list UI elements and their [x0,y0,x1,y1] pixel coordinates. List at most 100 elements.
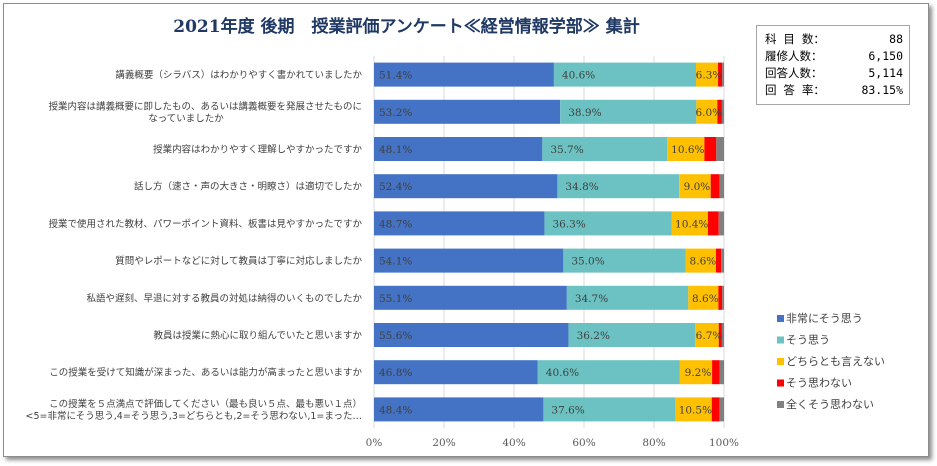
bar-segment [719,174,724,199]
data-label: 6.0% [696,107,723,119]
category-label: <5=非常にそう思う,4=そう思う,3=どちらとも,2=そう思わない,1=まった… [26,410,363,422]
stat-label: 回答人数： [765,66,823,80]
category-label: 教員は授業に熱心に取り組んでいたと思いますか [153,330,362,342]
bar-segment [679,174,711,199]
legend-label: どちらとも言えない [786,355,885,368]
data-label: 35.7% [550,144,583,156]
bar-segment [374,248,564,273]
x-tick-label: 60% [572,437,595,449]
legend-label: そう思う [786,334,830,347]
stat-value: 6,150 [868,49,903,63]
category-label: 授業内容は講義概要に即したもの、あるいは講義概要を発展させたものに [48,100,362,112]
data-label: 8.6% [690,256,717,268]
bar-segment [710,174,720,199]
x-tick-label: 100% [709,437,739,449]
stat-respondents: 回答人数： 5,114 [765,65,909,82]
bar-segment [685,248,716,273]
bar-segment [696,99,718,124]
x-tick-label: 0% [366,437,383,449]
bar-segment [675,397,712,422]
bar-segment [671,211,708,236]
data-label: 10.6% [671,144,704,156]
bar-segment [537,360,680,385]
data-label: 48.4% [379,404,412,416]
bar-segment [715,248,722,273]
stat-course-count: 科 目 数： 88 [765,31,909,48]
stat-label: 科 目 数： [765,32,825,46]
bar-segment [718,211,724,236]
data-labels: 51.4% 40.6% 6.3% 53.2% 38.9% 6.0% 48.1% 35.7% 10… [379,70,722,417]
category-label: 講義概要（シラバス）はわかりやすく書かれていましたか [115,69,362,81]
bar-segment [695,323,719,347]
bar-segment [557,174,680,199]
bar-segment [566,285,689,310]
bar-segment [544,211,672,236]
legend-swatch [777,315,784,322]
category-label: なっていましたか [148,113,224,124]
bar-segment [718,285,723,310]
data-label: 36.2% [577,330,610,342]
data-label: 55.6% [379,330,412,342]
bar-segment [542,137,668,161]
data-label: 9.0% [684,181,711,193]
bars [374,62,724,422]
x-tick-label: 80% [642,437,665,449]
data-label: 48.7% [379,218,412,230]
data-label: 34.8% [565,181,598,193]
bar-segment [718,62,723,87]
data-label: 40.6% [546,367,579,379]
bar-segment [560,99,697,124]
category-label: この授業を受けて知識が深まった、あるいは能力が高まったと思いますか [49,367,362,379]
legend-swatch [777,401,784,408]
data-label: 48.1% [379,144,412,156]
stat-value: 88 [889,32,903,46]
bar-segment [719,397,724,422]
legend-swatch [777,336,784,344]
stat-response-rate: 回 答 率： 83.15% [765,82,909,99]
data-label: 9.2% [685,367,712,379]
legend-label: 非常にそう思う [786,312,863,325]
bar-segment [543,397,675,422]
category-label: 私語や遅刻、早退に対する教員の対処は納得のいくものでしたか [86,292,362,304]
bar-segment [712,360,720,385]
bar-segment [374,174,558,199]
x-tick-label: 20% [432,437,455,449]
data-label: 10.5% [679,404,712,416]
category-label: 話し方（速さ・声の大きさ・明瞭さ）は適切でしたか [134,181,363,193]
data-label: 38.9% [568,107,601,119]
data-label: 6.3% [696,70,723,82]
bar-segment [716,137,724,161]
stat-label: 履修人数： [765,49,823,63]
bar-segment [568,323,696,347]
x-axis-ticks: 0% 20% 40% 60% 80% 100% [366,437,739,449]
legend-swatch [777,358,784,365]
data-label: 8.6% [692,293,719,305]
category-label: この授業を５点満点で評価してください（最も良い５点、最も悪い１点） [49,398,362,410]
category-label: 授業で使用された教材、パワーポイント資料、板書は見やすかったですか [48,218,362,230]
bar-segment [374,99,561,124]
bar-segment [679,360,713,385]
bar-segment [721,248,724,273]
data-label: 6.7% [696,330,723,342]
data-label: 55.1% [379,293,412,305]
data-label: 51.4% [379,70,412,82]
bar-segment [722,62,724,87]
chart-title: 2021年度 後期 授業評価アンケート≪経営情報学部≫ 集計 [0,12,937,37]
stat-label: 回 答 率： [765,83,825,97]
data-label: 35.0% [571,256,604,268]
bar-segment [374,62,554,87]
bar-segment [722,285,724,310]
legend-label: 全くそう思わない [786,397,874,411]
stats-box: 科 目 数： 88 履修人数： 6,150 回答人数： 5,114 回 答 率：… [756,25,910,105]
bar-segment [721,323,724,347]
data-label: 36.3% [552,218,585,230]
category-label: 質問やレポートなどに対して教員は丁寧に対応しましたか [115,255,362,267]
data-label: 53.2% [379,107,412,119]
bar-segment [696,62,719,87]
bar-segment [717,99,722,124]
bar-segment [711,397,720,422]
bar-segment [719,360,724,385]
data-label: 10.4% [675,218,708,230]
x-tick-label: 40% [502,437,525,449]
